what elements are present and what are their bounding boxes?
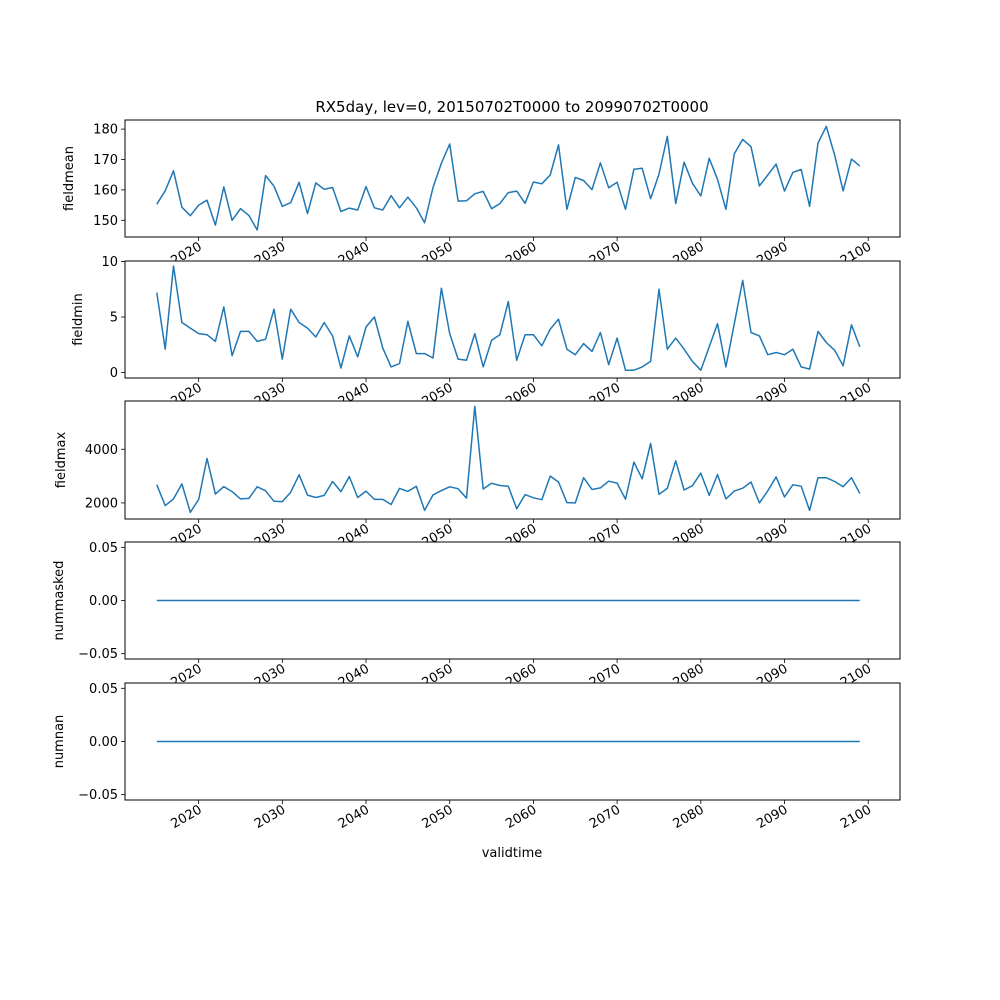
- x-tick-label: 2100: [838, 802, 874, 832]
- y-axis-label: numnan: [52, 715, 67, 769]
- y-axis-label: fieldmax: [54, 432, 69, 489]
- y-tick-label: 2000: [85, 496, 118, 511]
- y-tick-label: 0.05: [89, 682, 118, 697]
- axes-frame: [124, 400, 901, 520]
- y-tick-label: 5: [110, 311, 118, 326]
- y-axis-label: fieldmean: [62, 146, 77, 211]
- y-tick-label: 10: [101, 255, 118, 270]
- axes-frame: [124, 260, 901, 379]
- y-axis-label: nummasked: [52, 561, 67, 641]
- x-tick-label: 2090: [754, 802, 790, 832]
- axes-frame: [124, 119, 901, 238]
- x-tick-label: 2020: [168, 802, 204, 832]
- chart-title: RX5day, lev=0, 20150702T0000 to 20990702…: [315, 98, 708, 116]
- series-line-fieldmin: [156, 265, 861, 371]
- y-tick-label: 4000: [85, 443, 118, 458]
- y-tick-label: 0.00: [89, 735, 118, 750]
- y-axis-label: fieldmin: [71, 293, 86, 346]
- series-line-fieldmean: [156, 125, 861, 231]
- x-tick-label: 2080: [671, 802, 707, 832]
- axes-background: [125, 401, 900, 519]
- x-tick-label: 2030: [252, 802, 288, 832]
- y-tick-label: −0.05: [78, 647, 118, 662]
- panel-numnan: −0.05 0.00 0.05 numnan 2020 2030 2040 2050 2060 2…: [52, 682, 901, 832]
- y-tick-label: −0.05: [78, 788, 118, 803]
- y-tick-label: 160: [93, 183, 118, 198]
- x-tick-label: 2040: [336, 802, 372, 832]
- axes-background: [125, 261, 900, 378]
- y-tick-label: 0: [110, 366, 118, 381]
- x-tick-label: 2050: [420, 802, 456, 832]
- y-tick-label: 150: [93, 214, 118, 229]
- x-axis-label: validtime: [482, 846, 543, 861]
- x-tick-label: 2060: [503, 802, 539, 832]
- series-line-fieldmax: [156, 405, 861, 514]
- y-tick-label: 180: [93, 123, 118, 138]
- y-tick-label: 0.05: [89, 541, 118, 556]
- x-tick-label: 2070: [587, 802, 623, 832]
- y-tick-label: 0.00: [89, 594, 118, 609]
- y-tick-label: 170: [93, 153, 118, 168]
